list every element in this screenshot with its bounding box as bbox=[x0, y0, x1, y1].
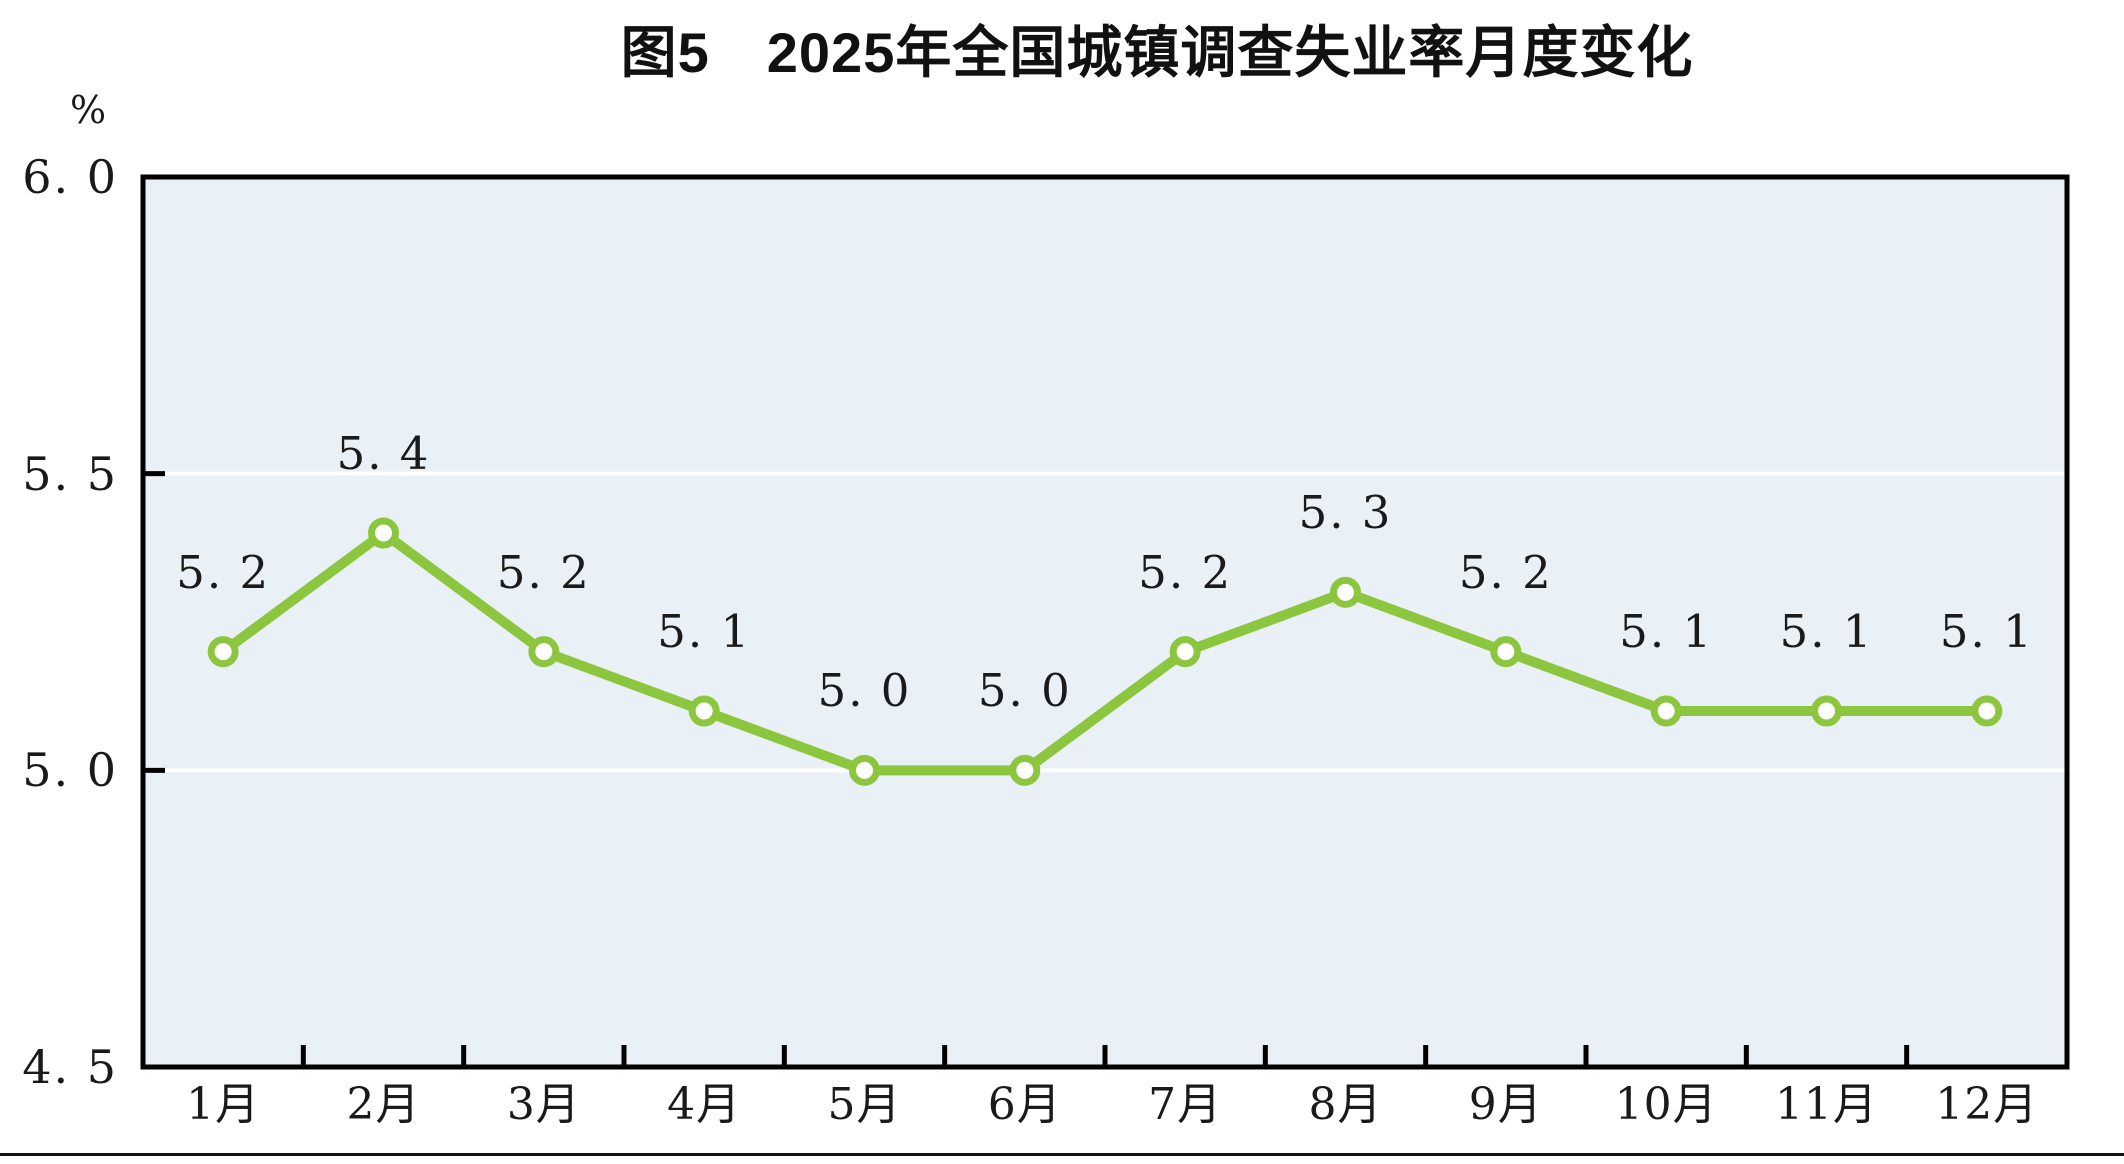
plot-area-background bbox=[143, 177, 2067, 1067]
data-point-marker bbox=[368, 517, 399, 549]
x-axis-tick-label: 7月 bbox=[1148, 1079, 1223, 1130]
x-axis: 1月 2月 3月 4月 5月 6月 7月 8月 9月 10月 11月 12月 bbox=[143, 1080, 2067, 1130]
data-point-marker bbox=[207, 636, 239, 668]
data-point-marker bbox=[688, 695, 720, 727]
x-axis-tick-label: 4月 bbox=[667, 1079, 742, 1130]
x-axis-tick-label: 1月 bbox=[186, 1079, 261, 1130]
x-axis-tick-label: 9月 bbox=[1468, 1079, 1543, 1130]
x-axis-tick-label: 6月 bbox=[987, 1079, 1062, 1130]
data-point-marker bbox=[528, 636, 560, 668]
data-point-marker bbox=[1490, 636, 1522, 668]
data-point-label: 5. 0 bbox=[977, 664, 1072, 718]
data-point-marker bbox=[849, 754, 880, 786]
data-point-label: 5. 0 bbox=[817, 664, 912, 718]
y-axis-tick-label: 5. 5 bbox=[22, 446, 118, 501]
y-axis-tick-label: 6. 0 bbox=[22, 150, 118, 204]
data-point-marker bbox=[1169, 636, 1201, 668]
page-bottom-divider bbox=[0, 1153, 2124, 1156]
data-point-label: 5. 4 bbox=[336, 427, 431, 480]
x-axis-tick-label: 12月 bbox=[1935, 1079, 2039, 1130]
y-axis-tick-label: 5. 0 bbox=[22, 743, 118, 798]
x-axis-tick-label: 8月 bbox=[1308, 1079, 1383, 1130]
unemployment-rate-line bbox=[218, 528, 1992, 776]
data-point-label: 5. 1 bbox=[657, 605, 752, 658]
y-axis-tick-label: 4. 5 bbox=[22, 1040, 118, 1094]
data-point-marker bbox=[1650, 695, 1682, 727]
data-point-marker bbox=[1811, 695, 1842, 727]
data-point-label: 5. 2 bbox=[1138, 545, 1233, 599]
x-axis-tick-label: 5月 bbox=[827, 1079, 902, 1130]
x-axis-tick-label: 3月 bbox=[506, 1079, 581, 1130]
x-axis-tick-label: 2月 bbox=[346, 1079, 421, 1130]
data-point-label: 5. 3 bbox=[1298, 486, 1393, 540]
data-point-label: 5. 2 bbox=[176, 545, 271, 599]
data-point-marker bbox=[1009, 754, 1041, 786]
y-axis-unit-label: % bbox=[69, 88, 107, 132]
chart-title: 图5 2025年全国城镇调查失业率月度变化 bbox=[620, 21, 1694, 84]
data-point-label: 5. 2 bbox=[1458, 545, 1553, 599]
data-point-label: 5. 1 bbox=[1779, 605, 1874, 658]
x-axis-tick-label: 11月 bbox=[1774, 1079, 1878, 1130]
data-point-label: 5. 2 bbox=[496, 545, 591, 599]
x-axis-tick-label: 10月 bbox=[1614, 1079, 1718, 1130]
data-point-label: 5. 1 bbox=[1619, 605, 1714, 658]
data-point-label: 5. 1 bbox=[1939, 605, 2034, 658]
plot-area-border bbox=[140, 174, 2070, 1070]
data-point-marker bbox=[1971, 695, 2003, 727]
data-point-marker bbox=[1330, 576, 1361, 608]
